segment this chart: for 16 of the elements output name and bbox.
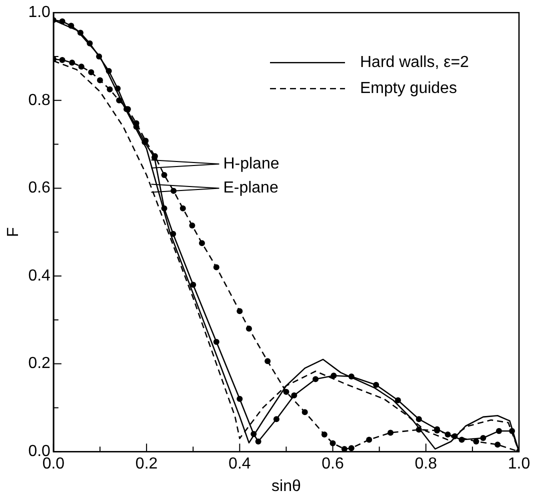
x-tick-label: 0.6 <box>322 456 344 473</box>
y-tick-label: 0.8 <box>28 92 51 109</box>
legend-label: Hard walls, ε=2 <box>360 54 470 72</box>
y-tick-label: 0.2 <box>28 355 51 372</box>
x-tick-label: 0.4 <box>228 456 251 473</box>
y-tick-label: 1.0 <box>28 4 51 22</box>
annotation: H-plane <box>223 155 280 172</box>
legend-label: Empty guides <box>360 80 457 98</box>
y-tick-label: 0.4 <box>28 267 51 284</box>
x-tick-label: 0.8 <box>414 456 438 473</box>
y-tick-label: 0.6 <box>28 180 51 197</box>
x-tick-label: 1.0 <box>508 456 530 473</box>
annotation: E-plane <box>223 180 278 197</box>
y-axis-title: F <box>5 226 22 237</box>
x-axis-title: sinθ <box>272 478 301 495</box>
x-tick-label: 0.2 <box>135 456 158 473</box>
